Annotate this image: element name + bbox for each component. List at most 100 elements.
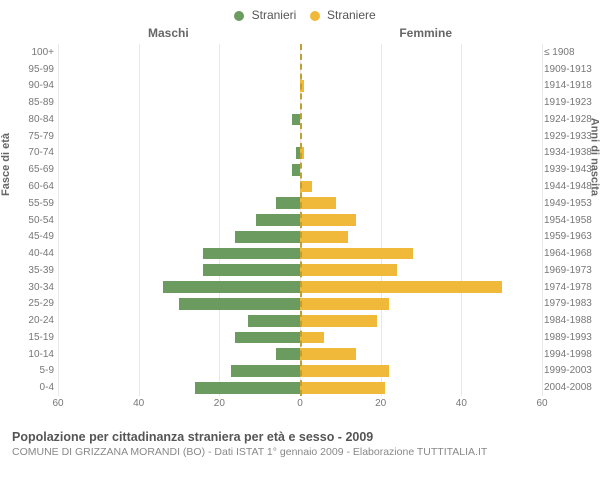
age-label: 60-64 xyxy=(10,181,54,192)
female-bar xyxy=(300,298,389,310)
x-axis: 6040200204060 xyxy=(58,398,542,412)
male-half xyxy=(58,44,300,61)
chart-title: Popolazione per cittadinanza straniera p… xyxy=(12,430,588,444)
female-half xyxy=(300,94,542,111)
female-bar xyxy=(300,281,502,293)
year-label: 1934-1938 xyxy=(544,147,600,158)
female-bar xyxy=(300,315,377,327)
age-label: 90-94 xyxy=(10,80,54,91)
male-bar xyxy=(163,281,300,293)
age-label: 20-24 xyxy=(10,315,54,326)
year-label: 1909-1913 xyxy=(544,64,600,75)
female-bar xyxy=(300,248,413,260)
male-half xyxy=(58,379,300,396)
female-half xyxy=(300,44,542,61)
female-bar xyxy=(300,214,356,226)
age-label: 95-99 xyxy=(10,64,54,75)
year-label: 1949-1953 xyxy=(544,198,600,209)
age-label: 0-4 xyxy=(10,382,54,393)
female-half xyxy=(300,363,542,380)
male-bar xyxy=(292,114,300,126)
male-bar xyxy=(203,248,300,260)
year-label: 1969-1973 xyxy=(544,265,600,276)
year-label: 1959-1963 xyxy=(544,231,600,242)
year-label: 1964-1968 xyxy=(544,248,600,259)
legend-male-dot xyxy=(234,11,244,21)
male-bar xyxy=(203,264,300,276)
male-bar xyxy=(195,382,300,394)
female-half xyxy=(300,279,542,296)
male-half xyxy=(58,178,300,195)
male-half xyxy=(58,346,300,363)
male-bar xyxy=(276,197,300,209)
female-half xyxy=(300,262,542,279)
female-half xyxy=(300,329,542,346)
female-half xyxy=(300,379,542,396)
female-half xyxy=(300,212,542,229)
male-half xyxy=(58,145,300,162)
chart-footer: Popolazione per cittadinanza straniera p… xyxy=(8,430,592,458)
male-bar xyxy=(179,298,300,310)
age-label: 70-74 xyxy=(10,147,54,158)
female-bar xyxy=(300,365,389,377)
year-label: 1989-1993 xyxy=(544,332,600,343)
male-half xyxy=(58,228,300,245)
male-half xyxy=(58,78,300,95)
male-half xyxy=(58,279,300,296)
female-half xyxy=(300,195,542,212)
year-label: 1954-1958 xyxy=(544,215,600,226)
chart-subtitle: COMUNE DI GRIZZANA MORANDI (BO) - Dati I… xyxy=(12,446,588,458)
age-label: 5-9 xyxy=(10,365,54,376)
year-label: ≤ 1908 xyxy=(544,47,600,58)
age-label: 50-54 xyxy=(10,215,54,226)
x-tick-label: 0 xyxy=(297,398,303,409)
female-half xyxy=(300,161,542,178)
year-label: 1919-1923 xyxy=(544,97,600,108)
grid-line xyxy=(542,44,543,396)
x-tick-label: 60 xyxy=(536,398,547,409)
female-half xyxy=(300,128,542,145)
year-label: 2004-2008 xyxy=(544,382,600,393)
female-half xyxy=(300,145,542,162)
age-label: 10-14 xyxy=(10,349,54,360)
male-bar xyxy=(235,231,300,243)
age-label: 30-34 xyxy=(10,282,54,293)
female-bar xyxy=(300,264,397,276)
x-tick-label: 40 xyxy=(456,398,467,409)
female-half xyxy=(300,346,542,363)
age-label: 55-59 xyxy=(10,198,54,209)
female-half xyxy=(300,78,542,95)
year-label: 1924-1928 xyxy=(544,114,600,125)
year-label: 1939-1943 xyxy=(544,164,600,175)
male-bar xyxy=(292,164,300,176)
female-bar xyxy=(300,332,324,344)
legend-male-label: Stranieri xyxy=(252,8,297,22)
male-half xyxy=(58,212,300,229)
age-label: 40-44 xyxy=(10,248,54,259)
year-label: 1984-1988 xyxy=(544,315,600,326)
plot-area: 100+≤ 190895-991909-191390-941914-191885… xyxy=(58,44,542,396)
male-half xyxy=(58,61,300,78)
year-label: 1929-1933 xyxy=(544,131,600,142)
legend-female-dot xyxy=(310,11,320,21)
male-half xyxy=(58,329,300,346)
age-label: 25-29 xyxy=(10,298,54,309)
age-label: 75-79 xyxy=(10,131,54,142)
female-column-title: Femmine xyxy=(399,26,452,40)
year-label: 1914-1918 xyxy=(544,80,600,91)
male-half xyxy=(58,111,300,128)
year-label: 1979-1983 xyxy=(544,298,600,309)
male-column-title: Maschi xyxy=(148,26,189,40)
male-half xyxy=(58,94,300,111)
male-bar xyxy=(248,315,300,327)
male-half xyxy=(58,363,300,380)
age-label: 100+ xyxy=(10,47,54,58)
male-bar xyxy=(235,332,300,344)
male-bar xyxy=(231,365,300,377)
female-bar xyxy=(300,348,356,360)
x-tick-label: 20 xyxy=(375,398,386,409)
female-bar xyxy=(300,382,385,394)
male-half xyxy=(58,295,300,312)
age-label: 35-39 xyxy=(10,265,54,276)
female-half xyxy=(300,245,542,262)
